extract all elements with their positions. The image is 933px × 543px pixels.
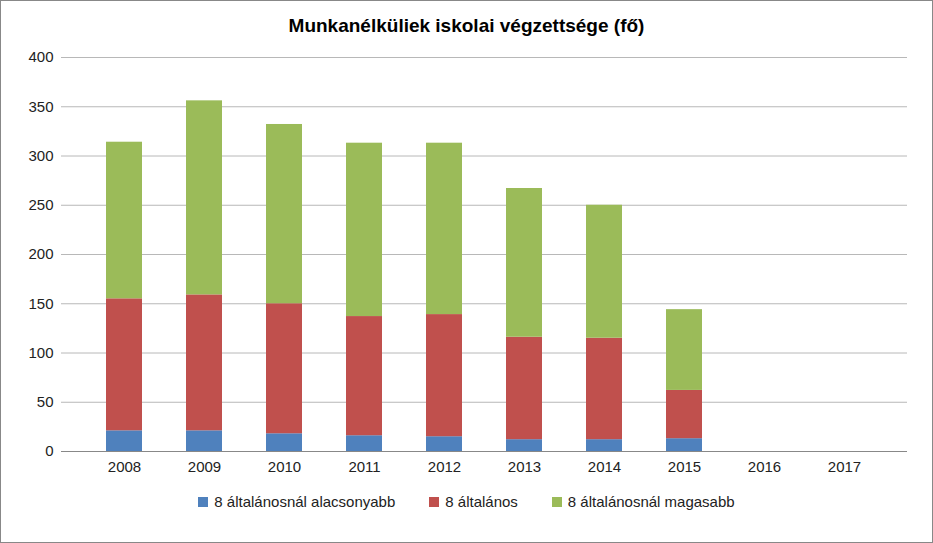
svg-text:2015: 2015 [668,458,701,475]
svg-text:250: 250 [28,196,53,213]
html-text:8 általánosnál magasabb: 8 általánosnál magasabb [567,493,735,510]
svg-text:2016: 2016 [748,458,781,475]
svg-text:2017: 2017 [828,458,861,475]
svg-text:350: 350 [28,98,53,115]
svg-text:2011: 2011 [348,458,380,475]
svg-text:2012: 2012 [428,458,461,475]
svg-text:400: 400 [28,48,53,65]
svg-text:200: 200 [28,245,53,262]
svg-text:2013: 2013 [508,458,541,475]
svg-text:2014: 2014 [588,458,621,475]
svg-text:150: 150 [28,295,53,312]
html-text:8 általános: 8 általános [445,493,518,510]
html-text:8 általánosnál alacsonyabb: 8 általánosnál alacsonyabb [214,493,396,510]
svg-text:2008: 2008 [108,458,141,475]
svg-text:100: 100 [28,344,53,361]
svg-text:50: 50 [37,393,54,410]
html-text:Munkanélküliek iskolai végzett: Munkanélküliek iskolai végzettsége (fő) [288,15,645,36]
svg-text:2010: 2010 [268,458,301,475]
svg-text:2009: 2009 [188,458,221,475]
svg-text:0: 0 [45,442,53,459]
svg-text:300: 300 [28,147,53,164]
